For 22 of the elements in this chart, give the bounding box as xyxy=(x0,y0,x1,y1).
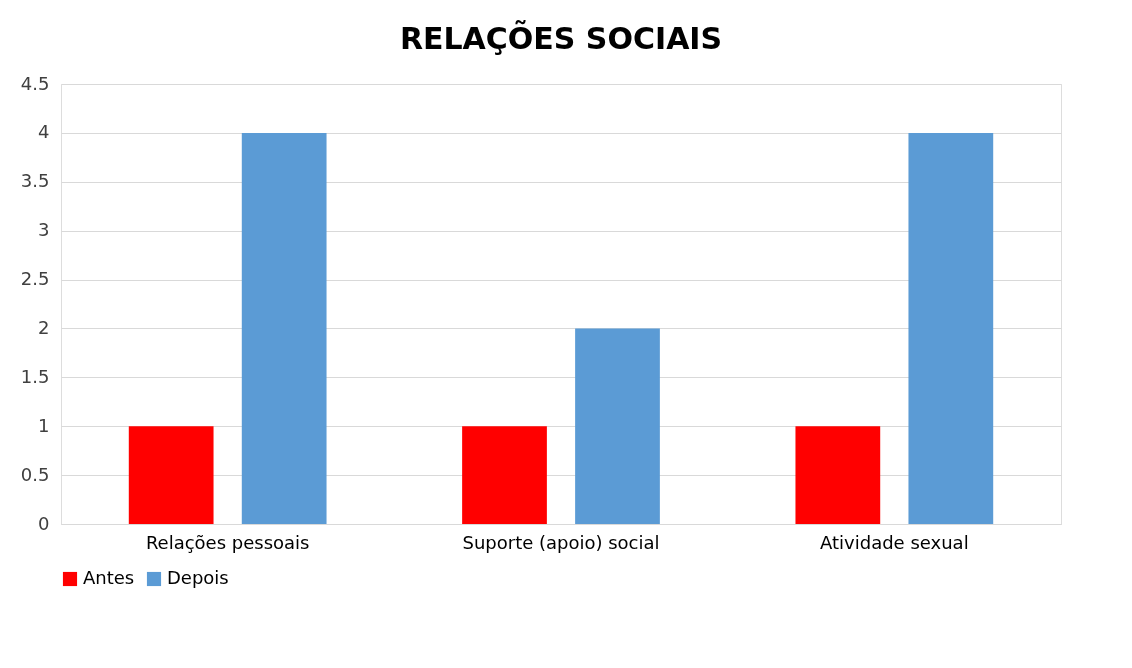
y-tick-label: 2.5 xyxy=(20,268,50,290)
bar xyxy=(128,426,214,524)
x-tick-label: Relações pessoais xyxy=(145,531,310,553)
y-tick-label: 3 xyxy=(38,219,50,241)
bar xyxy=(908,132,994,524)
x-tick-label: Suporte (apoio) social xyxy=(462,531,660,553)
y-tick-label: 4.5 xyxy=(20,72,50,94)
y-tick-label: 3.5 xyxy=(20,170,50,192)
y-tick-label: 1 xyxy=(38,414,50,436)
legend-label: Depois xyxy=(167,567,229,588)
y-tick-label: 2 xyxy=(38,316,50,338)
bar xyxy=(575,328,660,524)
bar xyxy=(462,426,547,524)
bar xyxy=(795,426,881,524)
x-tick-label: Atividade sexual xyxy=(820,531,969,553)
chart-title: RELAÇÕES SOCIAIS xyxy=(399,20,723,56)
y-tick-label: 0.5 xyxy=(20,463,50,485)
bar xyxy=(241,132,327,524)
y-tick-label: 1.5 xyxy=(20,365,50,387)
y-tick-label: 4 xyxy=(38,121,50,143)
y-tick-label: 0 xyxy=(38,512,50,534)
legend-label: Antes xyxy=(83,567,135,588)
